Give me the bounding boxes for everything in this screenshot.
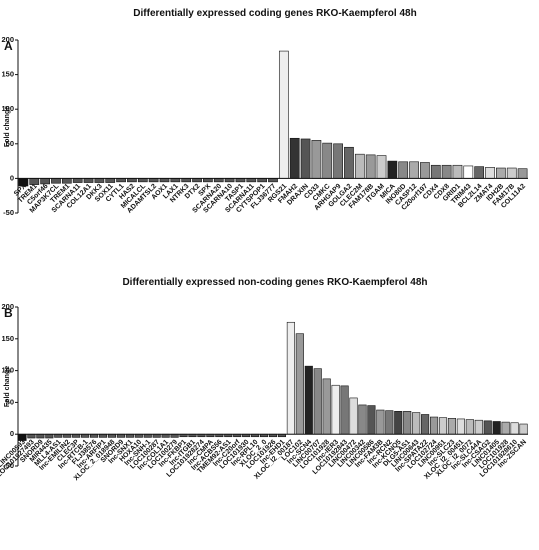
- bar: [385, 410, 394, 435]
- bar: [456, 418, 465, 435]
- bar: [235, 178, 246, 183]
- bar: [438, 417, 448, 435]
- bar: [496, 167, 506, 179]
- bar: [224, 178, 235, 183]
- bar: [159, 178, 170, 183]
- bar: [340, 385, 349, 435]
- bar: [365, 154, 376, 179]
- bar: [376, 155, 387, 179]
- bar: [322, 378, 331, 435]
- bar: [45, 433, 54, 439]
- y-axis-label: Fold change: [4, 366, 11, 407]
- bar: [51, 178, 61, 184]
- bar: [137, 178, 148, 183]
- y-tick-label: 200: [1, 35, 14, 44]
- bar: [127, 178, 137, 183]
- bar: [367, 405, 376, 435]
- bar: [333, 143, 343, 179]
- bar: [349, 397, 358, 435]
- bar: [344, 146, 354, 179]
- y-tick-label: 100: [1, 104, 14, 113]
- y-tick-label: 100: [1, 366, 14, 375]
- bar: [519, 423, 528, 435]
- bar: [313, 368, 322, 435]
- bar: [246, 178, 257, 183]
- bar: [463, 165, 474, 179]
- bar: [61, 178, 72, 184]
- bar: [83, 178, 94, 183]
- panel-label: B: [4, 306, 13, 320]
- bar: [412, 412, 421, 435]
- y-tick-label: -50: [3, 461, 14, 470]
- bar: [286, 321, 295, 435]
- y-tick-label: -50: [3, 208, 14, 217]
- bar: [506, 167, 517, 179]
- bar: [257, 178, 268, 183]
- bar: [203, 178, 213, 183]
- bar: [501, 421, 510, 435]
- y-tick-label: 50: [6, 139, 14, 148]
- bar: [517, 168, 528, 179]
- bar: [331, 384, 340, 435]
- bar: [295, 333, 304, 435]
- bar: [409, 161, 419, 179]
- bar: [465, 419, 474, 435]
- bar: [181, 178, 192, 183]
- bar: [148, 178, 159, 183]
- bar: [300, 138, 311, 179]
- bar: [474, 166, 485, 179]
- bar: [116, 178, 126, 183]
- bar: [420, 162, 430, 179]
- bar: [322, 142, 333, 179]
- bar: [354, 153, 365, 179]
- bar: [492, 421, 501, 435]
- bar: [304, 365, 313, 435]
- bar: [40, 178, 50, 185]
- bar: [483, 420, 492, 435]
- bar: [27, 433, 36, 439]
- bar: [403, 411, 412, 435]
- y-tick-label: 150: [1, 334, 14, 343]
- bar: [311, 140, 322, 179]
- y-tick-label: 0: [10, 429, 14, 438]
- bar: [358, 404, 367, 435]
- y-tick-label: 150: [1, 70, 14, 79]
- bar: [447, 417, 457, 435]
- bar: [485, 167, 495, 179]
- y-tick-label: 0: [10, 173, 14, 182]
- bar: [421, 414, 430, 435]
- y-tick-label: 200: [1, 302, 14, 311]
- bar: [394, 411, 403, 435]
- bar: [105, 178, 116, 183]
- bar: [213, 178, 224, 183]
- bar: [192, 178, 202, 183]
- y-axis-label: Fold change: [4, 106, 11, 147]
- bar: [398, 161, 409, 179]
- bar: [376, 409, 385, 435]
- bar: [510, 422, 519, 435]
- panel-label: A: [4, 39, 13, 53]
- bar: [429, 416, 439, 435]
- chart-title: Differentially expressed coding genes RK…: [133, 8, 416, 19]
- y-tick-label: 50: [6, 397, 14, 406]
- bar: [36, 433, 45, 439]
- bar: [170, 178, 181, 183]
- bar: [430, 164, 441, 179]
- bar: [387, 160, 398, 179]
- bar: [441, 164, 452, 179]
- bar: [474, 419, 483, 435]
- bar: [452, 164, 463, 179]
- bar: [289, 137, 300, 179]
- chart-title: Differentially expressed non-coding gene…: [122, 277, 427, 288]
- bar: [278, 50, 289, 179]
- bar: [94, 178, 105, 183]
- bar: [268, 178, 278, 183]
- bar: [72, 178, 83, 183]
